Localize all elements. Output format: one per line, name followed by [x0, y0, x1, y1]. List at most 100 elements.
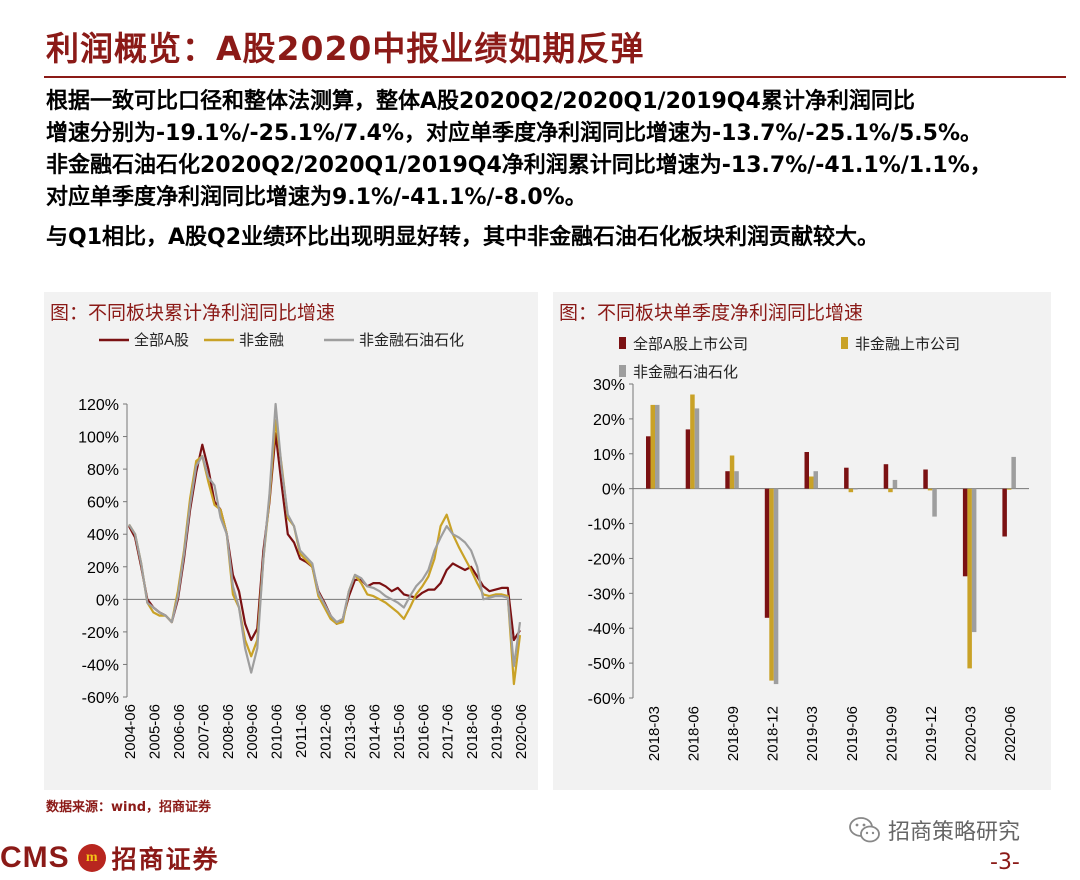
title-divider: [44, 76, 1066, 78]
bar: [655, 404, 660, 489]
bar: [967, 488, 972, 669]
x-tick-label: 2014-06: [366, 704, 383, 759]
bar: [734, 471, 739, 489]
legend-swatch: [619, 365, 626, 377]
y-tick-label: 30%: [593, 377, 625, 394]
bar: [932, 488, 937, 517]
cumulative-growth-chart-panel: 全部A股 非金融 非金融石油石化 120% 100% 80% 60% 40% 20% 0% -20%…: [44, 292, 538, 790]
summary-text: 根据一致可比口径和整体法测算，整体A股2020Q2/2020Q1/2019Q4累…: [46, 86, 1076, 254]
bar: [646, 436, 651, 489]
x-tick-label: 2019-03: [804, 706, 821, 761]
bar: [971, 488, 977, 633]
y-tick-label: -20%: [82, 625, 119, 642]
legend-label: 全部A股: [134, 331, 189, 349]
bar: [650, 404, 655, 489]
y-tick-label: -50%: [588, 656, 625, 673]
x-tick-label: 2016-06: [415, 704, 432, 759]
bar: [725, 471, 730, 489]
y-tick-label: 80%: [87, 462, 119, 479]
x-tick-label: 2007-06: [195, 704, 212, 759]
y-tick-label: -60%: [588, 691, 625, 708]
bar: [685, 429, 691, 489]
bar: [773, 488, 779, 685]
summary-line: 非金融石油石化2020Q2/2020Q1/2019Q4净利润累计同比增速为-13…: [46, 153, 992, 178]
x-tick-label: 2017-06: [440, 704, 457, 759]
x-tick-label: 2020-03: [963, 706, 980, 761]
y-tick-label: 60%: [87, 495, 119, 512]
bar: [883, 464, 889, 489]
y-tick-label: -60%: [82, 690, 119, 707]
y-tick-label: -30%: [588, 586, 625, 603]
x-tick-label: 2019-06: [489, 704, 506, 759]
x-tick-label: 2006-06: [171, 704, 188, 759]
chart-title: 图：不同板块单季度净利润同比增速: [559, 302, 864, 324]
x-tick-label: 2004-06: [122, 704, 139, 759]
x-tick-label: 2019-09: [883, 706, 900, 761]
wechat-icon: [848, 815, 882, 845]
x-tick-label: 2018-03: [646, 706, 663, 761]
bar: [729, 455, 735, 489]
x-tick-label: 2019-12: [923, 706, 940, 761]
quarterly-growth-chart-panel: 全部A股上市公司 非金融上市公司 非金融石油石化 30% 20% 10% 0% -10% -20…: [553, 292, 1051, 790]
logo-chinese-name: 招商证券: [111, 845, 220, 874]
legend-swatch: [841, 337, 848, 349]
x-tick-label: 2012-06: [318, 704, 335, 759]
x-tick-label: 2015-06: [391, 704, 408, 759]
bar: [764, 488, 770, 618]
bar: [962, 488, 968, 577]
bar: [927, 488, 933, 491]
bar: [804, 452, 809, 489]
summary-line: 增速分别为-19.1%/-25.1%/7.4%，对应单季度净利润同比增速为-13…: [46, 121, 982, 146]
legend-label: 非金融石油石化: [633, 364, 738, 381]
legend-swatch: [619, 337, 626, 349]
bar: [1006, 488, 1012, 490]
legend-label: 全部A股上市公司: [633, 335, 748, 353]
summary-line: 与Q1相比，A股Q2业绩环比出现明显好转，其中非金融石油石化板块利润贡献较大。: [46, 225, 880, 250]
x-tick-label: 2008-06: [220, 704, 237, 759]
series-line: [128, 419, 522, 686]
wechat-watermark: 招商策略研究: [848, 814, 1020, 846]
bar: [694, 408, 700, 489]
page-title: 利润概览：A股2020中报业绩如期反弹: [46, 29, 645, 68]
x-tick-label: 2020-06: [513, 704, 530, 759]
x-tick-label: 2020-06: [1002, 706, 1019, 761]
x-tick-label: 2013-06: [342, 704, 359, 759]
y-tick-label: 120%: [78, 397, 119, 414]
emblem-icon: m: [77, 844, 106, 872]
x-tick-label: 2010-06: [269, 704, 286, 759]
cms-logo: CMS m 招商证券: [0, 838, 220, 878]
y-tick-label: -20%: [588, 551, 625, 568]
x-tick-label: 2018-06: [464, 704, 481, 759]
bar: [690, 394, 695, 489]
chart-title: 图：不同板块累计净利润同比增速: [50, 302, 336, 324]
bar: [1011, 456, 1016, 489]
x-tick-label: 2018-12: [765, 706, 782, 761]
legend-label: 非金融石油石化: [359, 332, 464, 349]
y-tick-label: 10%: [593, 447, 625, 464]
summary-line: 根据一致可比口径和整体法测算，整体A股2020Q2/2020Q1/2019Q4累…: [46, 89, 915, 114]
bar: [1002, 488, 1007, 537]
bar: [809, 476, 814, 489]
bar: [769, 488, 774, 681]
wechat-account-name: 招商策略研究: [888, 820, 1021, 845]
logo-text: CMS: [0, 841, 70, 874]
bar: [892, 479, 898, 489]
summary-line: 对应单季度净利润同比增速为9.1%/-41.1%/-8.0%。: [46, 185, 587, 210]
bar: [848, 488, 854, 493]
y-tick-label: 40%: [87, 527, 119, 544]
data-source-note: 数据来源：wind，招商证券: [46, 800, 212, 815]
x-tick-label: 2011-06: [293, 704, 310, 758]
x-tick-label: 2005-06: [146, 704, 163, 759]
series-line: [128, 402, 522, 674]
legend-label: 非金融: [239, 332, 284, 349]
y-tick-label: -40%: [588, 621, 625, 638]
y-tick-label: 0%: [96, 592, 119, 609]
x-tick-label: 2019-06: [844, 706, 861, 761]
page-number: -3-: [990, 850, 1020, 875]
y-tick-label: -40%: [82, 657, 119, 674]
y-tick-label: -10%: [588, 517, 625, 534]
bar: [844, 467, 849, 489]
bar: [923, 469, 928, 489]
x-tick-label: 2018-09: [725, 706, 742, 761]
